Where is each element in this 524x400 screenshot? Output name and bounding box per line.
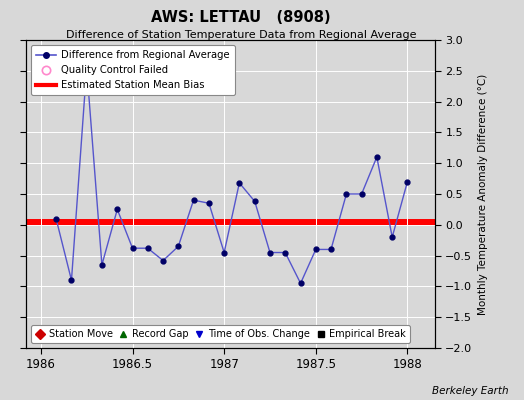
Text: Difference of Station Temperature Data from Regional Average: Difference of Station Temperature Data f… <box>66 30 416 40</box>
Legend: Station Move, Record Gap, Time of Obs. Change, Empirical Break: Station Move, Record Gap, Time of Obs. C… <box>31 325 410 343</box>
Text: Berkeley Earth: Berkeley Earth <box>432 386 508 396</box>
Text: AWS: LETTAU   (8908): AWS: LETTAU (8908) <box>151 10 331 25</box>
Y-axis label: Monthly Temperature Anomaly Difference (°C): Monthly Temperature Anomaly Difference (… <box>478 73 488 315</box>
